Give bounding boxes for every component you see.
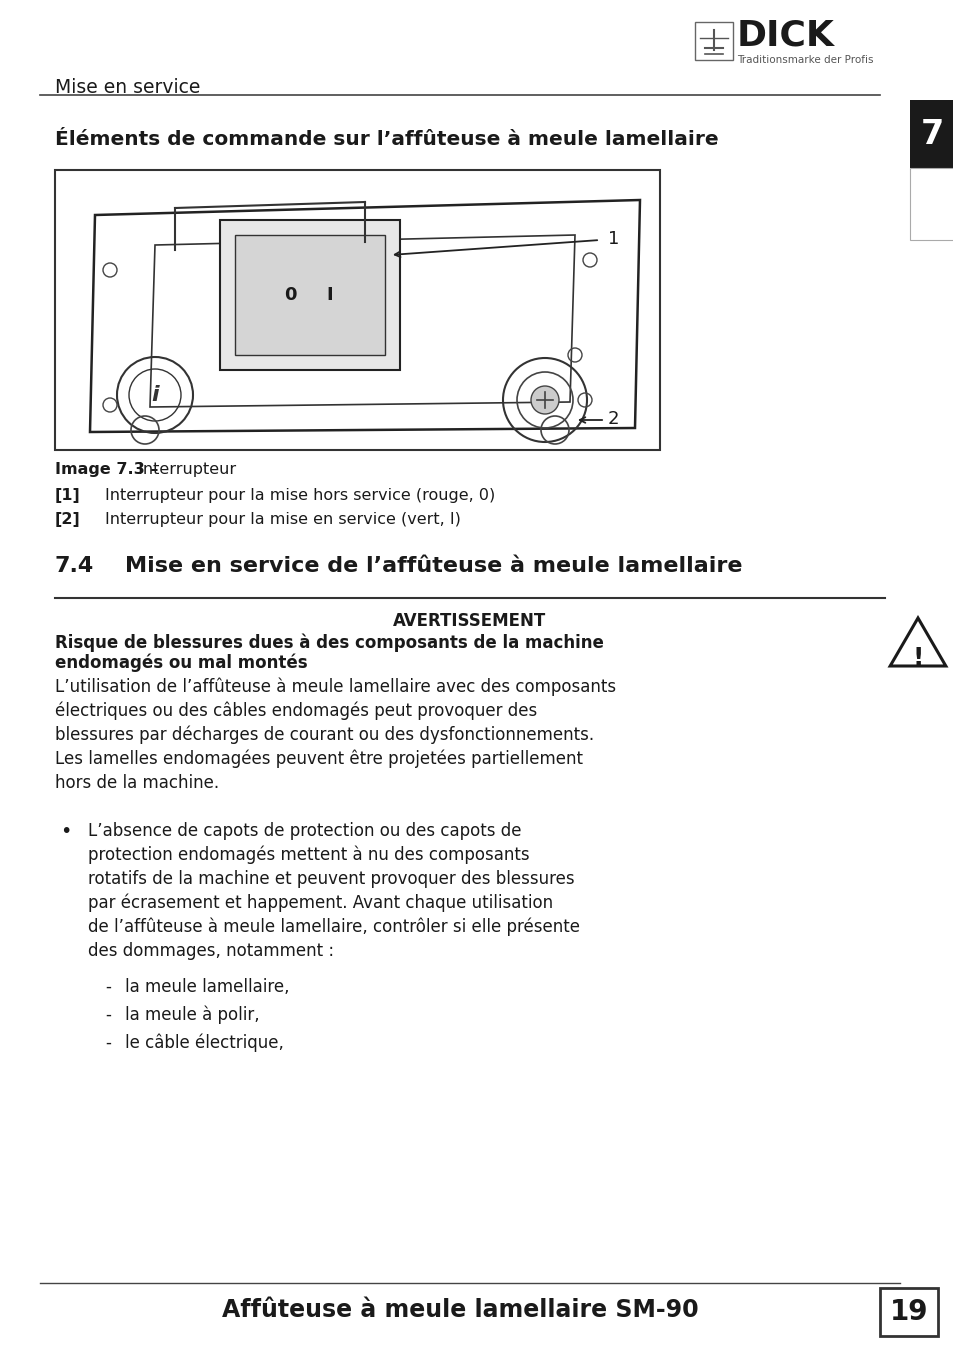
Text: 1: 1 [607,230,618,248]
Text: -: - [105,1006,111,1024]
Text: -: - [105,978,111,997]
Text: Traditionsmarke der Profis: Traditionsmarke der Profis [737,56,873,65]
Bar [220,219,399,370]
Text: Mise en service de l’affûteuse à meule lamellaire: Mise en service de l’affûteuse à meule l… [125,556,741,575]
Text: Mise en service: Mise en service [55,79,200,97]
Text: 19: 19 [889,1298,927,1326]
Bar [695,22,732,60]
Text: par écrasement et happement. Avant chaque utilisation: par écrasement et happement. Avant chaqu… [88,894,553,913]
Text: endomagés ou mal montés: endomagés ou mal montés [55,654,307,673]
Circle shape [531,386,558,414]
Text: de l’affûteuse à meule lamellaire, contrôler si elle présente: de l’affûteuse à meule lamellaire, contr… [88,918,579,937]
Text: AVERTISSEMENT: AVERTISSEMENT [393,612,546,630]
Text: I: I [326,286,333,305]
Text: rotatifs de la machine et peuvent provoquer des blessures: rotatifs de la machine et peuvent provoq… [88,871,574,888]
Text: i: i [151,385,158,405]
Text: Interrupteur: Interrupteur [132,462,236,477]
Text: Les lamelles endomagées peuvent être projetées partiellement: Les lamelles endomagées peuvent être pro… [55,750,582,769]
Text: Interrupteur pour la mise hors service (rouge, 0): Interrupteur pour la mise hors service (… [105,487,495,502]
Text: 0: 0 [283,286,296,305]
Text: DICK: DICK [737,18,834,51]
Text: Image 7.3 –: Image 7.3 – [55,462,158,477]
Text: le câble électrique,: le câble électrique, [125,1034,284,1052]
Text: 2: 2 [607,410,618,428]
Text: blessures par décharges de courant ou des dysfonctionnements.: blessures par décharges de courant ou de… [55,726,594,745]
Text: hors de la machine.: hors de la machine. [55,774,219,792]
Bar [909,168,953,240]
Text: 7.4: 7.4 [55,556,94,575]
Text: électriques ou des câbles endomagés peut provoquer des: électriques ou des câbles endomagés peut… [55,701,537,720]
Text: •: • [60,822,71,841]
Text: Éléments de commande sur l’affûteuse à meule lamellaire: Éléments de commande sur l’affûteuse à m… [55,130,718,149]
Text: -: - [105,1034,111,1052]
Bar [879,1288,937,1336]
Text: la meule lamellaire,: la meule lamellaire, [125,978,289,997]
Text: 7: 7 [920,118,943,150]
Text: Interrupteur pour la mise en service (vert, I): Interrupteur pour la mise en service (ve… [105,512,460,527]
Text: Risque de blessures dues à des composants de la machine: Risque de blessures dues à des composant… [55,634,603,653]
Text: des dommages, notamment :: des dommages, notamment : [88,942,334,960]
Bar [55,171,659,450]
Text: la meule à polir,: la meule à polir, [125,1006,259,1025]
Text: [1]: [1] [55,487,81,502]
Text: Affûteuse à meule lamellaire SM-90: Affûteuse à meule lamellaire SM-90 [221,1298,698,1322]
Bar [909,100,953,168]
Text: L’absence de capots de protection ou des capots de: L’absence de capots de protection ou des… [88,822,521,839]
Text: protection endomagés mettent à nu des composants: protection endomagés mettent à nu des co… [88,846,529,864]
Bar [234,236,385,355]
Text: !: ! [911,646,923,670]
Text: [2]: [2] [55,512,81,527]
Text: L’utilisation de l’affûteuse à meule lamellaire avec des composants: L’utilisation de l’affûteuse à meule lam… [55,678,616,696]
